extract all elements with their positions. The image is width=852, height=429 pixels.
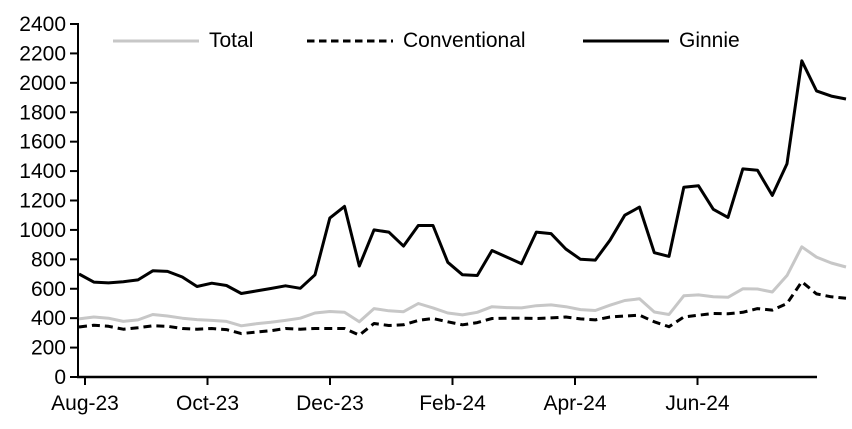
legend-label-conventional: Conventional (403, 29, 526, 52)
y-axis-tick-label: 1600 (19, 131, 66, 154)
series-line-ginnie (78, 59, 847, 295)
y-axis-tick-label: 0 (54, 366, 66, 389)
y-axis-tick-label: 1800 (19, 101, 66, 124)
x-axis-tick-label: Feb-24 (419, 392, 486, 415)
x-axis-tick-label: Aug-23 (51, 392, 119, 415)
y-axis-tick-label: 2200 (19, 42, 66, 65)
x-axis-tick-label: Oct-23 (176, 392, 239, 415)
series-line-total (78, 245, 847, 328)
legend-swatch-ginnie (582, 37, 670, 45)
legend-swatch-conventional (306, 37, 394, 45)
legend-swatch-total (112, 37, 200, 45)
legend-item-conventional: Conventional (306, 29, 526, 53)
y-axis-tick-label: 2000 (19, 72, 66, 95)
y-axis-tick-label: 1400 (19, 160, 66, 183)
legend-label-ginnie: Ginnie (679, 29, 740, 52)
y-axis-tick-label: 600 (31, 278, 66, 301)
y-axis-tick-label: 800 (31, 248, 66, 271)
y-axis-tick-label: 1200 (19, 190, 66, 213)
series-line-conventional (78, 280, 847, 337)
x-axis-tick-label: Jun-24 (665, 392, 730, 415)
y-axis-tick-label: 200 (31, 337, 66, 360)
x-axis-tick-label: Apr-24 (543, 392, 606, 415)
legend-item-total: Total (112, 29, 253, 53)
legend-item-ginnie: Ginnie (582, 29, 740, 53)
y-axis-tick-label: 400 (31, 307, 66, 330)
legend-label-total: Total (209, 29, 254, 52)
y-axis-tick-label: 2400 (19, 13, 66, 36)
y-axis-tick-label: 1000 (19, 219, 66, 242)
x-axis-tick-label: Dec-23 (296, 392, 364, 415)
